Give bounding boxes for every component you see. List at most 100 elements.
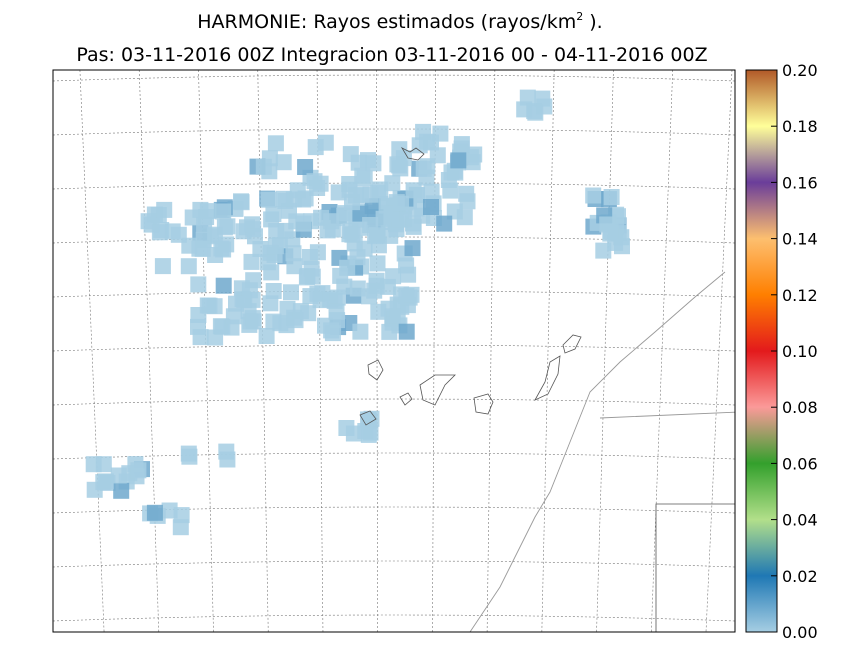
lightning-cell <box>385 268 402 285</box>
lightning-cell <box>245 313 262 330</box>
lightning-cell <box>536 98 553 115</box>
lightning-cell <box>365 155 382 172</box>
lightning-cell <box>352 323 369 340</box>
lightning-cell <box>329 289 346 306</box>
chart-title: HARMONIE: Rayos estimados (rayos/km2 ). <box>197 10 602 33</box>
lightning-cells <box>85 89 630 536</box>
colorbar-tick-label: 0.16 <box>782 173 818 192</box>
lightning-cell <box>265 313 282 330</box>
lightning-cell <box>317 134 334 151</box>
grid-line <box>53 614 735 622</box>
lightning-cell <box>285 245 302 262</box>
lightning-cell <box>173 507 190 524</box>
lightning-cell <box>113 482 130 499</box>
lightning-cell <box>156 201 173 218</box>
lightning-cell <box>278 317 295 334</box>
lightning-cell <box>295 215 312 232</box>
lightning-cell <box>368 277 385 294</box>
grid-line <box>486 70 496 632</box>
lightning-cell <box>450 152 467 169</box>
lightning-cell <box>241 282 258 299</box>
lightning-cell <box>196 217 213 233</box>
lightning-cell <box>302 288 319 305</box>
lightning-cell <box>212 318 229 335</box>
grid-line <box>376 70 378 632</box>
lightning-cell <box>180 258 197 275</box>
lightning-cell <box>363 410 380 427</box>
lightning-cell <box>260 191 277 208</box>
lightning-cell <box>97 473 114 490</box>
lightning-cell <box>336 207 353 224</box>
lightning-cell <box>405 218 422 235</box>
lightning-cell <box>370 303 387 320</box>
lightning-cell <box>259 254 276 271</box>
lightning-cell <box>423 199 439 215</box>
grid-line <box>79 70 105 632</box>
lightning-cell <box>350 154 367 171</box>
lightning-cell <box>247 228 263 245</box>
grid-line <box>53 74 735 82</box>
lightning-cell <box>154 258 171 275</box>
graticule <box>53 70 735 632</box>
lightning-cell <box>110 467 127 484</box>
grid-line <box>316 70 324 632</box>
lightning-cell <box>381 323 398 340</box>
lightning-cell <box>279 300 296 317</box>
lightning-cell <box>453 136 470 153</box>
lightning-cell <box>243 253 260 270</box>
lightning-cell <box>286 258 303 275</box>
grid-line <box>650 70 674 632</box>
lightning-cell <box>429 147 446 164</box>
lightning-cell <box>265 283 282 299</box>
lightning-cell <box>289 182 306 199</box>
lightning-cell <box>215 241 232 258</box>
lightning-cell <box>191 240 208 257</box>
coastline <box>359 147 582 426</box>
lightning-cell <box>225 308 242 325</box>
lightning-cell <box>456 209 473 226</box>
colorbar-tick-label: 0.18 <box>782 117 818 136</box>
grid-line <box>53 344 735 352</box>
lightning-cell <box>357 423 374 439</box>
grid-line <box>138 70 160 632</box>
lightning-cell <box>354 167 371 184</box>
lightning-cell <box>192 329 209 346</box>
border <box>469 271 735 632</box>
grid-line <box>53 560 735 568</box>
lightning-cell <box>341 181 358 198</box>
lightning-cell <box>190 276 207 293</box>
lightning-cell <box>341 226 358 243</box>
lightning-cell <box>405 182 422 199</box>
lightning-cell <box>323 213 340 230</box>
lightning-cell <box>398 323 415 340</box>
lightning-cell <box>215 277 232 294</box>
lightning-cell <box>262 295 279 312</box>
lightning-cell <box>297 159 314 175</box>
lightning-cell <box>459 193 476 210</box>
grid-line <box>53 128 735 136</box>
lightning-cell <box>283 284 299 301</box>
lightning-cell <box>192 201 209 218</box>
chart-subtitle: Pas: 03-11-2016 00Z Integracion 03-11-20… <box>76 44 707 66</box>
lightning-cell <box>215 203 232 220</box>
lightning-cell <box>368 226 385 243</box>
lightning-cell <box>199 297 216 314</box>
lightning-cell <box>233 193 249 210</box>
lightning-cell <box>267 135 284 152</box>
border <box>655 503 735 632</box>
grid-line <box>596 70 614 632</box>
lightning-cell <box>228 295 244 312</box>
lightning-cell <box>436 215 453 232</box>
lightning-cell <box>268 223 285 239</box>
lightning-cell <box>267 238 284 255</box>
lightning-cell <box>170 226 187 243</box>
lightning-cell <box>328 303 345 320</box>
lightning-cell <box>384 175 401 192</box>
map-frame <box>52 69 736 633</box>
lightning-cell <box>130 462 147 479</box>
lightning-cell <box>151 224 168 241</box>
lightning-cell <box>265 206 282 222</box>
lightning-cell <box>344 194 360 211</box>
grid-line <box>541 70 555 632</box>
lightning-cell <box>393 195 410 212</box>
